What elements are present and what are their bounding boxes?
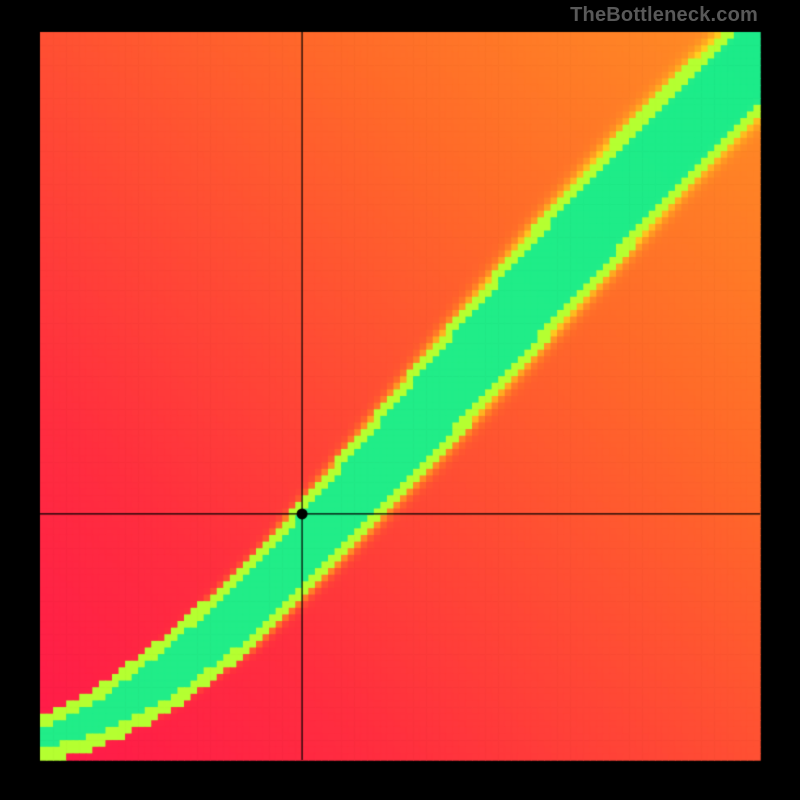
bottleneck-heatmap	[0, 0, 800, 800]
watermark-text: TheBottleneck.com	[570, 4, 758, 27]
